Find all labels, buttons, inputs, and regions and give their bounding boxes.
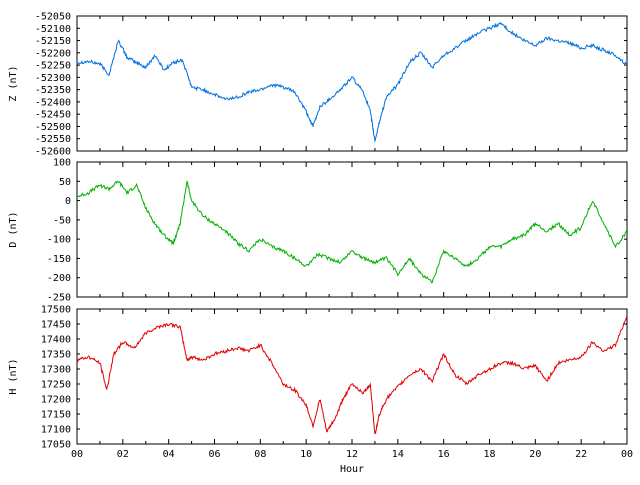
y-tick-label-d-5: -150 — [47, 254, 71, 265]
y-tick-label-z-2: -52150 — [35, 36, 71, 47]
panel-h-frame — [76, 308, 628, 445]
y-tick-label-z-5: -52300 — [35, 73, 71, 84]
y-tick-label-h-6: 17200 — [41, 395, 71, 406]
series-line-z — [76, 22, 628, 143]
y-tick-label-z-3: -52200 — [35, 48, 71, 59]
x-tick-label-2: 04 — [163, 449, 175, 460]
y-tick-label-h-8: 17100 — [41, 425, 71, 436]
x-tick-label-0: 00 — [71, 449, 83, 460]
y-tick-label-h-9: 17050 — [41, 440, 71, 451]
panel-h: 17500 17450 17400 17350 17300 17250 17200 17150… — [8, 305, 633, 476]
y-tick-label-d-7: -250 — [47, 293, 71, 304]
panel-z-frame — [76, 15, 628, 152]
y-tick-label-h-0: 17500 — [41, 305, 71, 316]
x-tick-label-5: 10 — [300, 449, 312, 460]
x-tick-label-9: 18 — [483, 449, 495, 460]
y-tick-label-z-11: -52600 — [35, 147, 71, 158]
x-tick-label-4: 08 — [254, 449, 266, 460]
y-tick-label-d-6: -200 — [47, 273, 71, 284]
y-axis-label-z: Z (nT) — [8, 65, 19, 101]
y-tick-label-z-6: -52350 — [35, 85, 71, 96]
panel-d: 100 50 0 -50 -100 -150 -200 -250 D (nT) — [8, 158, 628, 304]
y-tick-label-z-9: -52500 — [35, 122, 71, 133]
y-axis-label-d: D (nT) — [8, 211, 19, 247]
series-line-h — [76, 314, 628, 434]
x-tick-label-3: 06 — [208, 449, 220, 460]
y-tick-label-d-4: -100 — [47, 235, 71, 246]
y-tick-label-z-10: -52550 — [35, 134, 71, 145]
y-tick-label-z-7: -52400 — [35, 97, 71, 108]
y-tick-label-d-2: 0 — [65, 196, 71, 207]
y-tick-label-z-8: -52450 — [35, 110, 71, 121]
x-tick-label-6: 12 — [346, 449, 358, 460]
y-tick-label-h-7: 17150 — [41, 410, 71, 421]
x-tick-label-1: 02 — [117, 449, 129, 460]
y-tick-label-d-3: -50 — [53, 215, 71, 226]
x-tick-label-10: 20 — [529, 449, 541, 460]
y-tick-label-d-0: 100 — [53, 158, 71, 169]
y-tick-label-h-3: 17350 — [41, 350, 71, 361]
y-tick-label-h-4: 17300 — [41, 365, 71, 376]
x-tick-label-11: 22 — [575, 449, 587, 460]
y-axis-label-h: H (nT) — [8, 358, 19, 394]
y-tick-label-z-0: -52050 — [35, 12, 71, 23]
y-tick-label-h-1: 17450 — [41, 320, 71, 331]
series-line-d — [76, 180, 628, 284]
y-tick-label-h-5: 17250 — [41, 380, 71, 391]
x-axis-label: Hour — [340, 464, 364, 475]
y-tick-label-h-2: 17400 — [41, 335, 71, 346]
y-tick-label-d-1: 50 — [59, 177, 71, 188]
x-tick-label-7: 14 — [392, 449, 404, 460]
panel-z: -52050-52100-52150-52200 -52250-52300-523… — [8, 12, 628, 158]
x-tick-label-8: 16 — [438, 449, 450, 460]
x-tick-label-12: 00 — [621, 449, 633, 460]
y-tick-label-z-4: -52250 — [35, 61, 71, 72]
y-tick-label-z-1: -52100 — [35, 24, 71, 35]
